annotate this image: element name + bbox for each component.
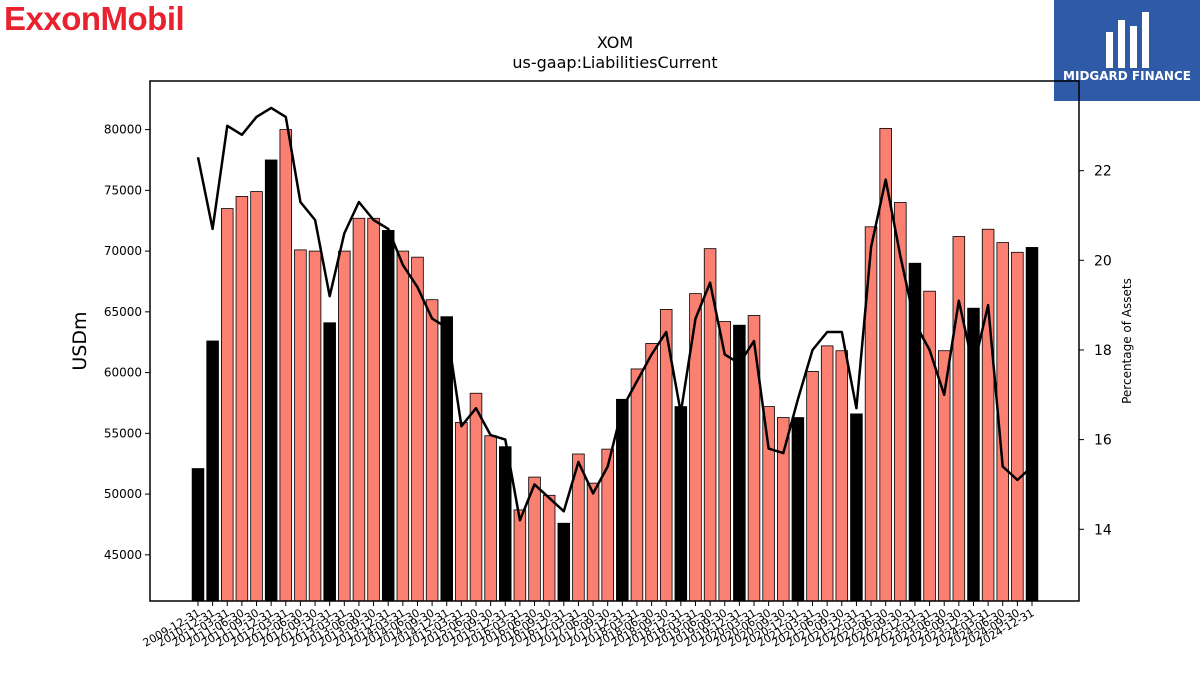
chart-title: XOM xyxy=(597,33,633,52)
y-tick-label: 45000 xyxy=(104,548,142,562)
y-tick-label: 65000 xyxy=(104,305,142,319)
bar-2018-06-30 xyxy=(645,343,658,602)
y-tick-label: 70000 xyxy=(104,244,142,258)
bar-2018-12-31 xyxy=(674,406,688,602)
bar-2016-12-31 xyxy=(557,522,571,602)
y-axis-label: USDm xyxy=(69,311,91,370)
bar-2012-12-31 xyxy=(323,322,336,602)
bar-2015-06-30 xyxy=(469,392,483,602)
y2-axis-label: Percentage of Assets xyxy=(1120,278,1134,404)
bar-2024-12-31 xyxy=(1025,247,1039,602)
bar-2019-12-31 xyxy=(733,324,746,602)
bar-2015-03-31 xyxy=(455,422,468,602)
bar-2011-09-30 xyxy=(250,191,263,602)
bar-2012-09-30 xyxy=(308,250,322,602)
chart-subtitle: us-gaap:LiabilitiesCurrent xyxy=(512,53,717,72)
bar-2020-06-30 xyxy=(762,406,775,602)
bar-2011-06-30 xyxy=(235,196,249,602)
y2-tick-label: 22 xyxy=(1094,164,1112,180)
bar-2017-06-30 xyxy=(586,482,600,602)
bar-2021-09-30 xyxy=(835,350,849,602)
bar-2021-03-31 xyxy=(806,370,819,602)
percentage-line xyxy=(196,106,1033,522)
bar-2014-03-31 xyxy=(396,250,410,602)
midgard-finance-label: MIDGARD FINANCE xyxy=(1063,69,1191,83)
bar-2020-12-31 xyxy=(791,417,805,602)
bar-2018-03-31 xyxy=(630,368,644,602)
bar-2013-09-30 xyxy=(367,217,380,602)
bar-2013-06-30 xyxy=(352,217,366,602)
y-tick-label: 80000 xyxy=(104,123,142,137)
y-tick-label: 60000 xyxy=(104,366,142,380)
bar-2013-12-31 xyxy=(381,230,395,602)
bar-2012-03-31 xyxy=(279,129,293,602)
bar-2015-12-31 xyxy=(499,446,512,602)
bar-2014-09-30 xyxy=(425,299,439,602)
plot-frame xyxy=(149,80,1080,602)
bar-2015-09-30 xyxy=(484,435,497,602)
y2-tick-label: 16 xyxy=(1094,433,1112,449)
bar-2021-12-31 xyxy=(850,413,863,602)
bar-2019-09-30 xyxy=(718,321,731,602)
bar-2014-06-30 xyxy=(411,256,424,602)
bar-2023-09-30 xyxy=(952,236,966,602)
bar-2009-12-31 xyxy=(191,468,205,602)
y-tick-label: 55000 xyxy=(104,426,142,440)
bar-2021-06-30 xyxy=(820,345,834,602)
bar-2020-03-31 xyxy=(747,315,761,602)
bar-2023-03-31 xyxy=(923,290,936,602)
bar-2020-09-30 xyxy=(777,417,790,602)
bar-2012-06-30 xyxy=(294,249,307,602)
y-tick-label: 75000 xyxy=(104,183,142,197)
y2-tick-label: 14 xyxy=(1094,522,1112,538)
bar-2024-09-30 xyxy=(1011,251,1024,602)
bar-2010-12-31 xyxy=(206,340,219,602)
bar-2022-09-30 xyxy=(894,202,907,602)
y2-tick-label: 20 xyxy=(1094,253,1112,269)
bar-2022-12-31 xyxy=(908,262,922,602)
bar-2013-03-31 xyxy=(338,250,351,602)
midgard-emblem-icon xyxy=(1106,12,1149,68)
bar-2011-12-31 xyxy=(264,159,278,602)
y2-tick-label: 18 xyxy=(1094,343,1112,359)
exxonmobil-logo: ExxonMobil xyxy=(4,0,185,37)
bar-2016-03-31 xyxy=(513,509,527,602)
y-tick-label: 50000 xyxy=(104,487,142,501)
bar-2011-03-31 xyxy=(221,208,234,602)
bar-2024-03-31 xyxy=(981,228,995,602)
bar-2016-09-30 xyxy=(542,494,556,602)
